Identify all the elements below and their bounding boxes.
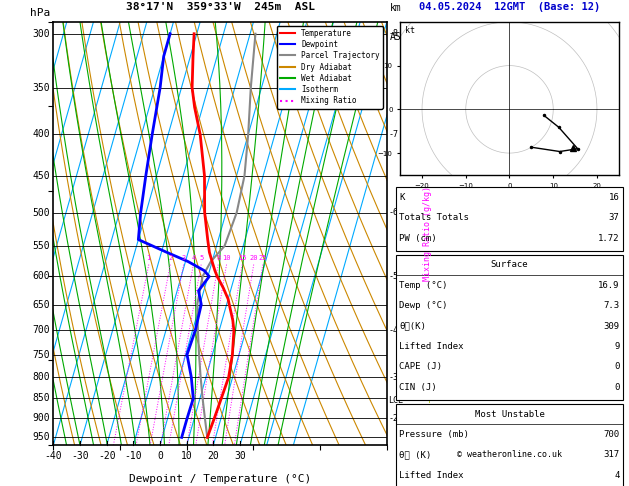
Text: 25: 25 xyxy=(259,255,267,261)
Text: -10: -10 xyxy=(125,451,142,461)
Text: 400: 400 xyxy=(33,129,50,139)
Text: PW (cm): PW (cm) xyxy=(399,234,437,243)
Text: 500: 500 xyxy=(33,208,50,218)
Text: Dewpoint / Temperature (°C): Dewpoint / Temperature (°C) xyxy=(129,474,311,484)
Text: 950: 950 xyxy=(33,433,50,442)
Text: km: km xyxy=(390,3,402,14)
Text: 317: 317 xyxy=(603,451,620,459)
Text: -20: -20 xyxy=(98,451,116,461)
Text: |ιw: |ιw xyxy=(427,433,442,442)
Text: -7: -7 xyxy=(389,130,399,139)
Text: θᴇ(K): θᴇ(K) xyxy=(399,322,426,330)
Text: 2: 2 xyxy=(168,255,172,261)
Text: Dewp (°C): Dewp (°C) xyxy=(399,301,448,310)
Text: 0: 0 xyxy=(157,451,163,461)
Text: 7.3: 7.3 xyxy=(603,301,620,310)
Text: hPa: hPa xyxy=(30,8,50,17)
Text: |ιw: |ιw xyxy=(427,29,442,38)
Text: LCL: LCL xyxy=(389,396,403,405)
Text: 20: 20 xyxy=(208,451,220,461)
Text: |ιw: |ιw xyxy=(427,326,442,335)
Text: 650: 650 xyxy=(33,299,50,310)
Text: 4: 4 xyxy=(614,471,620,480)
Text: 0: 0 xyxy=(614,383,620,392)
Text: 15: 15 xyxy=(238,255,247,261)
Text: 450: 450 xyxy=(33,171,50,181)
Text: 850: 850 xyxy=(33,394,50,403)
Text: K: K xyxy=(399,193,405,202)
Text: 8: 8 xyxy=(216,255,220,261)
Text: -3: -3 xyxy=(389,373,399,382)
Text: CIN (J): CIN (J) xyxy=(399,383,437,392)
Text: © weatheronline.co.uk: © weatheronline.co.uk xyxy=(457,450,562,459)
Text: -8: -8 xyxy=(389,29,399,38)
Text: Lifted Index: Lifted Index xyxy=(399,342,464,351)
Text: 0: 0 xyxy=(614,363,620,371)
Text: 04.05.2024  12GMT  (Base: 12): 04.05.2024 12GMT (Base: 12) xyxy=(419,2,600,12)
Text: 10: 10 xyxy=(222,255,231,261)
Text: Mixing Ratio (g/kg): Mixing Ratio (g/kg) xyxy=(423,186,432,281)
Text: Pressure (mb): Pressure (mb) xyxy=(399,430,469,439)
Text: Surface: Surface xyxy=(491,260,528,269)
Text: 750: 750 xyxy=(33,349,50,360)
Text: -2: -2 xyxy=(389,414,399,423)
Text: 16: 16 xyxy=(609,193,620,202)
Text: 1: 1 xyxy=(147,255,151,261)
Text: 800: 800 xyxy=(33,372,50,382)
Text: 700: 700 xyxy=(33,326,50,335)
Text: 1.72: 1.72 xyxy=(598,234,620,243)
Text: -5: -5 xyxy=(389,272,399,281)
Text: |ιw: |ιw xyxy=(427,130,442,139)
Text: 38°17'N  359°33'W  245m  ASL: 38°17'N 359°33'W 245m ASL xyxy=(126,2,314,12)
Legend: Temperature, Dewpoint, Parcel Trajectory, Dry Adiabat, Wet Adiabat, Isotherm, Mi: Temperature, Dewpoint, Parcel Trajectory… xyxy=(277,26,383,108)
Text: -40: -40 xyxy=(45,451,62,461)
Text: Totals Totals: Totals Totals xyxy=(399,213,469,222)
Text: kt: kt xyxy=(404,26,415,35)
Text: Temp (°C): Temp (°C) xyxy=(399,281,448,290)
Text: 700: 700 xyxy=(603,430,620,439)
Text: -6: -6 xyxy=(389,208,399,217)
Text: 9: 9 xyxy=(614,342,620,351)
Text: 550: 550 xyxy=(33,241,50,251)
Text: 5: 5 xyxy=(199,255,203,261)
Text: -30: -30 xyxy=(71,451,89,461)
Text: 20: 20 xyxy=(250,255,258,261)
Text: 4: 4 xyxy=(191,255,196,261)
Text: 309: 309 xyxy=(603,322,620,330)
Text: 30: 30 xyxy=(234,451,246,461)
Text: Lifted Index: Lifted Index xyxy=(399,471,464,480)
Text: CAPE (J): CAPE (J) xyxy=(399,363,442,371)
Text: 600: 600 xyxy=(33,272,50,281)
Text: 300: 300 xyxy=(33,29,50,39)
Text: -4: -4 xyxy=(389,326,399,335)
Text: ASL: ASL xyxy=(390,33,408,42)
Text: |ιw: |ιw xyxy=(427,272,442,281)
Text: θᴇ (K): θᴇ (K) xyxy=(399,451,431,459)
Text: |ιw: |ιw xyxy=(427,208,442,217)
Text: 37: 37 xyxy=(609,213,620,222)
Text: 900: 900 xyxy=(33,414,50,423)
Text: 350: 350 xyxy=(33,83,50,93)
Text: 16.9: 16.9 xyxy=(598,281,620,290)
Text: Most Unstable: Most Unstable xyxy=(474,410,545,418)
Text: 3: 3 xyxy=(181,255,186,261)
Text: |ιw: |ιw xyxy=(427,394,442,403)
Text: 10: 10 xyxy=(181,451,192,461)
